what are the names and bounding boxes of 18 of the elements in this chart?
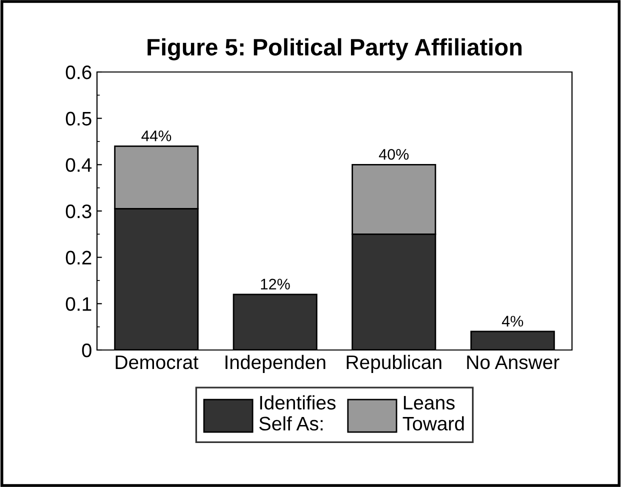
x-tick-label: Independen (226, 354, 326, 373)
total-label: 4% (502, 316, 524, 327)
x-tick-label: Republican (346, 354, 442, 373)
y-tick-label: 0.2 (66, 250, 92, 265)
total-label: 44% (141, 130, 172, 142)
y-tick-label: 0.4 (66, 158, 92, 172)
legend-label: Identifies Self As: (259, 395, 336, 431)
y-tick-label: 0.6 (66, 65, 92, 80)
legend-label: Leans Toward (402, 396, 464, 431)
y-tick-label: 0.3 (66, 204, 92, 218)
y-tick-label: 0.5 (66, 112, 92, 126)
x-tick-label: Democrat (116, 356, 198, 370)
x-tick-label: No Answer (467, 356, 560, 370)
total-label: 40% (378, 148, 409, 160)
y-tick-label: 0 (82, 343, 92, 358)
total-label: 12% (261, 278, 290, 290)
chart-title: Figure 5: Political Party Affiliation (148, 38, 522, 60)
y-tick-label: 0.1 (66, 297, 92, 311)
